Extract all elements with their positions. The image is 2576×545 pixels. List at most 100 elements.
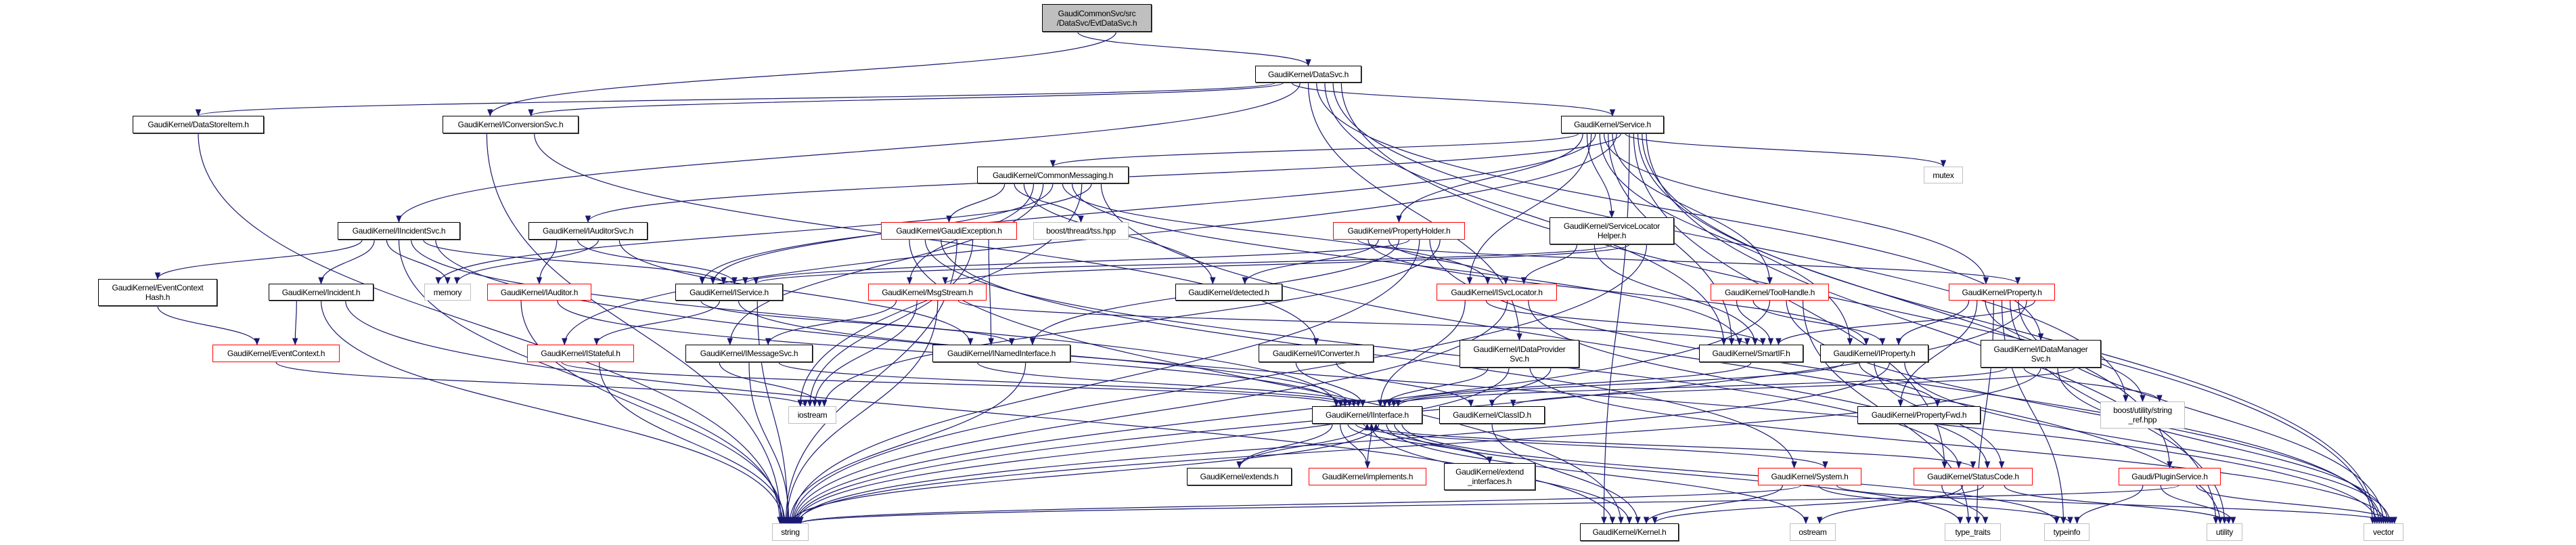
edge-property-to-typeinfo xyxy=(2001,300,2066,525)
node-tss: boost/thread/tss.hpp xyxy=(1033,222,1129,240)
edge-gaudiexception-to-statuscode xyxy=(924,239,1962,469)
node-iauditor[interactable]: GaudiKernel/IAuditor.h xyxy=(487,284,591,301)
edge-iservice-to-istateful xyxy=(593,300,721,346)
edge-service-to-vector xyxy=(1642,133,2378,525)
node-system[interactable]: GaudiKernel/System.h xyxy=(1758,468,1861,485)
node-memory: memory xyxy=(424,284,471,301)
edge-service-to-isvclocator xyxy=(1466,133,1592,285)
edge-service-to-propertyholder xyxy=(1396,133,1583,223)
node-kernel[interactable]: GaudiKernel/Kernel.h xyxy=(1580,523,1679,541)
edge-toolhandle-to-smartif xyxy=(1736,300,1774,346)
edge-commonmessaging-to-memory xyxy=(435,183,1092,285)
node-root[interactable]: GaudiCommonSvc/src /DataSvc/EvtDataSvc.h xyxy=(1042,4,1152,32)
edge-statuscode-to-utility xyxy=(2004,485,2232,525)
edge-isvclocator-to-interface xyxy=(1377,300,1466,408)
edge-datasvc-to-idatamanagersvc xyxy=(1316,82,2044,341)
edge-servicelocatorhelper-to-iservice xyxy=(753,244,1612,285)
node-extendinterfaces[interactable]: GaudiKernel/extend _interfaces.h xyxy=(1444,463,1535,490)
edge-iincidentsvc-to-incident xyxy=(318,239,375,285)
node-mutex: mutex xyxy=(1924,167,1963,183)
node-msgstream[interactable]: GaudiKernel/MsgStream.h xyxy=(868,284,987,301)
edge-propertyholder-to-iostream xyxy=(821,239,1441,408)
edge-iincidentsvc-to-interface xyxy=(411,239,1340,408)
edge-msgstream-to-imessagesvc xyxy=(765,300,897,346)
node-servicelocatorhelper[interactable]: GaudiKernel/ServiceLocator Helper.h xyxy=(1550,217,1674,244)
edge-imessagesvc-to-iostream xyxy=(719,362,823,408)
node-incident[interactable]: GaudiKernel/Incident.h xyxy=(269,284,374,301)
node-detected[interactable]: GaudiKernel/detected.h xyxy=(1175,284,1282,301)
node-iincidentsvc[interactable]: GaudiKernel/IIncidentSvc.h xyxy=(338,222,460,240)
edge-service-to-toolhandle xyxy=(1612,133,1773,285)
edge-datasvc-to-service xyxy=(1291,82,1616,117)
edge-inamedinterface-to-string xyxy=(786,362,1026,525)
edge-interface-to-ostream xyxy=(1386,423,1809,525)
edge-service-to-statuscode xyxy=(1633,133,1948,469)
node-iauditorsvc[interactable]: GaudiKernel/IAuditorSvc.h xyxy=(528,222,648,240)
node-inamedinterface[interactable]: GaudiKernel/INamedInterface.h xyxy=(932,345,1070,362)
node-extends[interactable]: GaudiKernel/extends.h xyxy=(1187,468,1292,485)
node-property[interactable]: GaudiKernel/Property.h xyxy=(1949,284,2055,301)
edge-istateful-to-interface xyxy=(561,362,1348,408)
edge-system-to-string xyxy=(797,485,1801,525)
node-iconversionsvc[interactable]: GaudiKernel/IConversionSvc.h xyxy=(443,116,579,133)
node-propertyfwd[interactable]: GaudiKernel/PropertyFwd.h xyxy=(1857,406,1981,424)
edge-root-to-iconversionsvc xyxy=(487,31,1116,117)
edge-service-to-iproperty xyxy=(1599,133,1853,346)
edge-interface-to-implements xyxy=(1339,423,1371,469)
node-classid[interactable]: GaudiKernel/ClassID.h xyxy=(1439,406,1545,424)
edge-commonmessaging-to-imessagesvc xyxy=(727,183,1044,346)
edge-datasvc-to-iincidentsvc xyxy=(396,82,1301,223)
node-pluginservice[interactable]: Gaudi/PluginService.h xyxy=(2119,468,2221,485)
edge-idataprovidersvc-to-classid xyxy=(1489,367,1552,408)
edge-iauditorsvc-to-inamedinterface xyxy=(618,239,974,346)
edge-commonmessaging-to-tss xyxy=(1014,183,1084,223)
edge-iservice-to-inamedinterface xyxy=(700,300,1015,346)
node-imessagesvc[interactable]: GaudiKernel/IMessageSvc.h xyxy=(685,345,813,362)
edge-service-to-commonmessaging xyxy=(1049,133,1579,168)
edge-istateful-to-string xyxy=(599,362,788,525)
node-commonmessaging[interactable]: GaudiKernel/CommonMessaging.h xyxy=(977,167,1129,183)
node-service[interactable]: GaudiKernel/Service.h xyxy=(1561,116,1664,133)
node-statuscode[interactable]: GaudiKernel/StatusCode.h xyxy=(1914,468,2033,485)
node-smartif[interactable]: GaudiKernel/SmartIF.h xyxy=(1699,345,1803,362)
edge-iconverter-to-classid xyxy=(1336,362,1474,408)
node-idataprovidersvc[interactable]: GaudiKernel/IDataProvider Svc.h xyxy=(1460,340,1579,368)
edge-iconverter-to-interface xyxy=(1295,362,1366,408)
edge-commonmessaging-to-utility xyxy=(1100,183,2223,525)
edge-pluginservice-to-string xyxy=(798,485,2179,525)
edge-msgstream-to-string xyxy=(784,300,939,525)
node-eventcontexthash[interactable]: GaudiKernel/EventContext Hash.h xyxy=(98,279,217,306)
node-datasvc[interactable]: GaudiKernel/DataSvc.h xyxy=(1255,66,1361,83)
edge-iproperty-to-propertyfwd xyxy=(1859,362,1941,408)
node-iconverter[interactable]: GaudiKernel/IConverter.h xyxy=(1259,345,1374,362)
edge-imessagesvc-to-interface xyxy=(778,362,1357,408)
node-isvclocator[interactable]: GaudiKernel/ISvcLocator.h xyxy=(1437,284,1557,301)
node-toolhandle[interactable]: GaudiKernel/ToolHandle.h xyxy=(1711,284,1829,301)
edge-pluginservice-to-vector xyxy=(2196,485,2397,525)
node-string: string xyxy=(772,523,809,541)
edge-propertyholder-to-property xyxy=(1357,239,2021,285)
edge-toolhandle-to-vector xyxy=(1786,300,2385,525)
edge-incident-to-string xyxy=(320,300,786,525)
edge-idataprovidersvc-to-interface xyxy=(1382,367,1489,408)
edge-isvclocator-to-smartif xyxy=(1485,300,1766,346)
node-datastoreitem[interactable]: GaudiKernel/DataStoreItem.h xyxy=(133,116,264,133)
edge-iincidentsvc-to-memory xyxy=(386,239,451,285)
edge-service-to-mutex xyxy=(1625,133,1947,168)
node-implements[interactable]: GaudiKernel/implements.h xyxy=(1309,468,1426,485)
edge-propertyholder-to-iproperty xyxy=(1368,239,1870,346)
node-interface[interactable]: GaudiKernel/IInterface.h xyxy=(1312,406,1422,424)
node-idatamanagersvc[interactable]: GaudiKernel/IDataManager Svc.h xyxy=(1981,340,2101,368)
edge-pluginservice-to-utility xyxy=(2160,485,2236,525)
node-eventcontext[interactable]: GaudiKernel/EventContext.h xyxy=(212,345,340,362)
node-iproperty[interactable]: GaudiKernel/IProperty.h xyxy=(1820,345,1928,362)
edge-idatamanagersvc-to-classid xyxy=(1510,367,2075,408)
node-propertyholder[interactable]: GaudiKernel/PropertyHolder.h xyxy=(1333,222,1465,240)
edge-system-to-typeinfo xyxy=(1818,485,2073,525)
node-iservice[interactable]: GaudiKernel/IService.h xyxy=(675,284,783,301)
node-gaudiexception[interactable]: GaudiKernel/GaudiException.h xyxy=(881,222,1017,240)
edge-idatamanagersvc-to-stringref xyxy=(2023,367,2163,403)
edge-smartif-to-interface xyxy=(1391,362,1752,408)
node-istateful[interactable]: GaudiKernel/IStateful.h xyxy=(527,345,634,362)
edge-iauditor-to-string xyxy=(520,300,787,525)
